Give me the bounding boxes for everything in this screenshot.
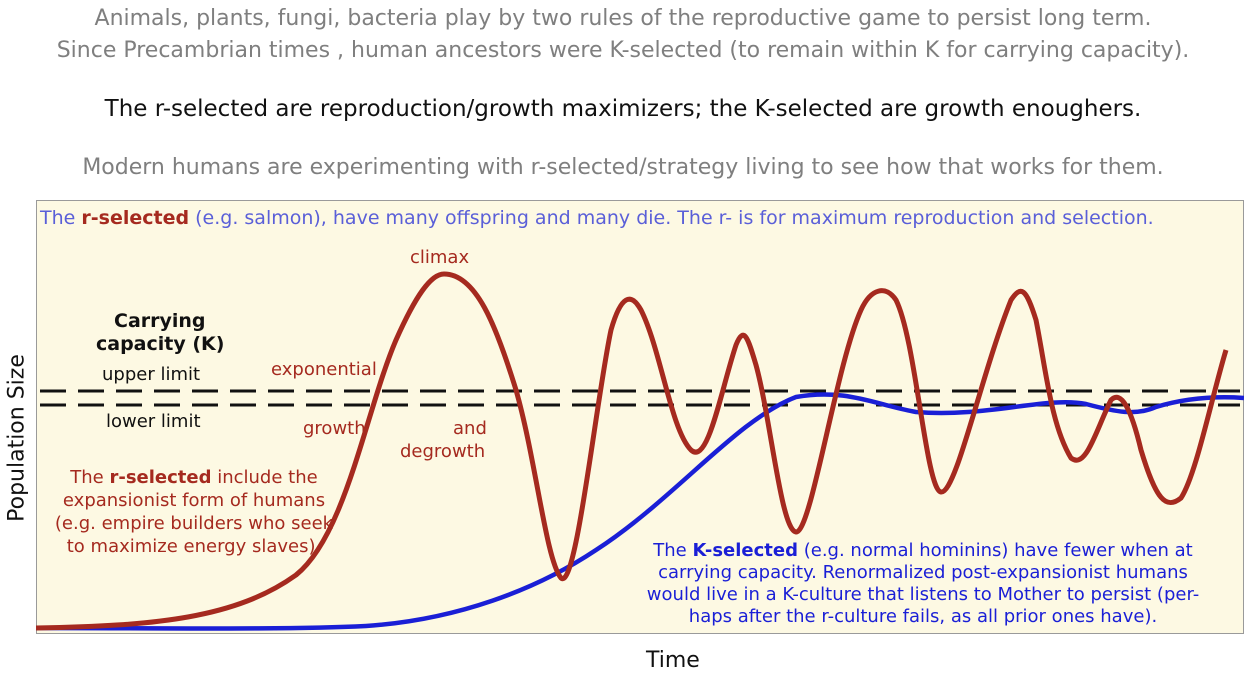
r-note-line-4: to maximize energy slaves). (66, 536, 322, 557)
k-selected-curve (36, 392, 1244, 631)
r-note-line-1: The r-selected include the (44, 466, 344, 489)
climax-label: climax (410, 247, 470, 268)
header-line-4: Modern humans are experimenting with r-s… (82, 155, 1164, 180)
r-selected-note: The r-selected include the expansionist … (44, 466, 344, 558)
population-diagram (36, 271, 1244, 631)
upper-limit-label: upper limit (102, 364, 201, 385)
degrowth-label: degrowth (400, 441, 486, 462)
r-selected-curve (36, 271, 1229, 631)
r-note-rest: include the (211, 467, 318, 488)
r-note-line-2: expansionist form of humans (62, 490, 326, 511)
k-note-bold: K-selected (692, 540, 798, 561)
y-axis-label: Population Size (4, 354, 30, 522)
header-line-3: The r-selected are reproduction/growth m… (104, 96, 1142, 122)
k-note-line-4: haps after the r-culture fails, as all p… (688, 606, 1158, 627)
carrying-label-2: capacity (K) (96, 333, 225, 355)
k-note-line-1: The K-selected (e.g. normal hominins) ha… (596, 540, 1246, 562)
header-line-1: Animals, plants, fungi, bacteria play by… (94, 6, 1152, 31)
plot-area (36, 200, 1244, 634)
k-note-rest: (e.g. normal hominins) have fewer when a… (798, 540, 1193, 561)
k-note-prefix: The (653, 540, 693, 561)
x-axis-label: Time (646, 648, 700, 673)
exponential-label: exponential (271, 359, 377, 380)
r-note-prefix: The (70, 467, 110, 488)
growth-label: growth (303, 418, 366, 439)
carrying-label-1: Carrying (114, 310, 206, 332)
top-note-bold: r-selected (81, 207, 190, 229)
k-note-line-3: would live in a K-culture that listens t… (646, 584, 1200, 605)
r-selected-top-note: The r-selected (e.g. salmon), have many … (40, 207, 1154, 229)
top-note-rest: (e.g. salmon), have many offspring and m… (189, 207, 1154, 229)
k-note-line-2: carrying capacity. Renormalized post-exp… (658, 562, 1188, 583)
k-selected-note: The K-selected (e.g. normal hominins) ha… (596, 540, 1246, 628)
and-label: and (453, 418, 487, 439)
lower-limit-label: lower limit (106, 411, 201, 432)
header-line-2: Since Precambrian times , human ancestor… (56, 38, 1190, 63)
r-note-bold: r-selected (109, 467, 212, 488)
top-note-prefix: The (40, 207, 82, 229)
r-note-line-3: (e.g. empire builders who seek (54, 513, 334, 534)
